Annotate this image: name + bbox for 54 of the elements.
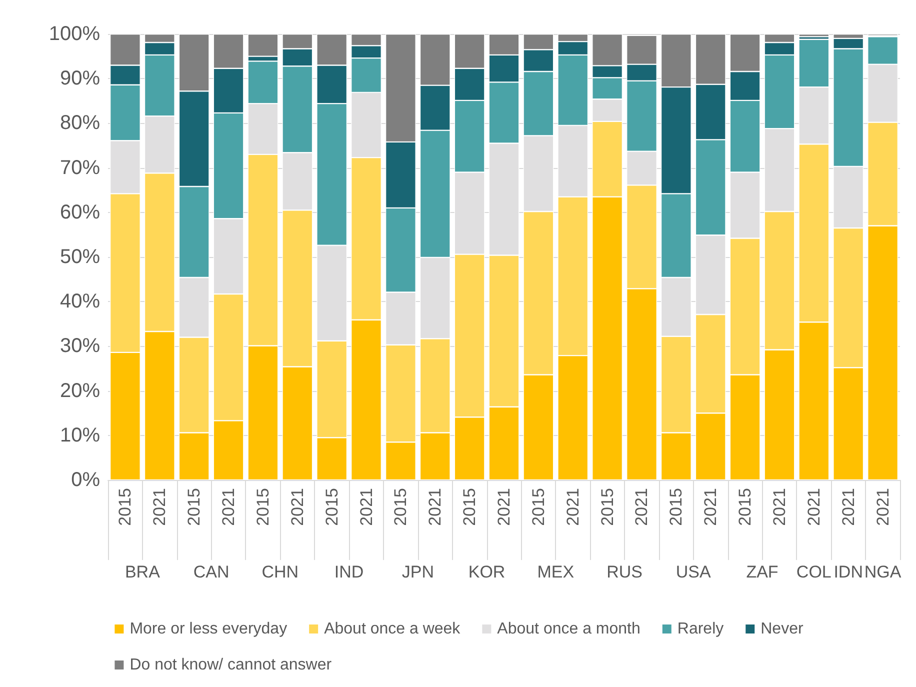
text: IND bbox=[334, 562, 364, 582]
legend-label: About once a month bbox=[497, 620, 640, 638]
legend-label: More or less everyday bbox=[130, 620, 288, 638]
y-tick-label: 40% bbox=[60, 290, 100, 313]
x-tick-label: 2015 bbox=[391, 488, 410, 526]
x-tick-label: 2015 bbox=[322, 488, 342, 526]
legend-label: Rarely bbox=[677, 620, 724, 638]
text: JPN bbox=[402, 562, 434, 582]
y-tick-label: 50% bbox=[60, 246, 100, 268]
text: ZAF bbox=[746, 562, 778, 582]
y-tick-label: 20% bbox=[60, 380, 100, 402]
x-tick-label: 2021 bbox=[632, 488, 652, 526]
legend-label: Never bbox=[760, 620, 804, 638]
y-tick-label: 80% bbox=[60, 112, 100, 134]
x-tick-label: 2021 bbox=[701, 488, 720, 526]
text: CHN bbox=[262, 562, 299, 582]
x-tick-label: 2021 bbox=[356, 488, 376, 526]
text: KOR bbox=[468, 562, 506, 582]
y-tick-label: 70% bbox=[60, 156, 100, 179]
x-tick-label: 2021 bbox=[873, 488, 892, 526]
y-tick-label: 100% bbox=[48, 23, 100, 45]
y-tick-label: 60% bbox=[60, 201, 100, 224]
x-tick-label: 2015 bbox=[253, 488, 272, 526]
x-tick-label: 2015 bbox=[184, 488, 204, 526]
x-tick-label: 2021 bbox=[288, 488, 307, 526]
y-tick-label: 30% bbox=[60, 335, 100, 358]
x-tick-label: 2021 bbox=[426, 488, 445, 526]
legend-label: Do not know/ cannot answer bbox=[130, 656, 332, 674]
x-tick-label: 2021 bbox=[804, 488, 824, 526]
x-tick-label: 2015 bbox=[528, 488, 548, 526]
x-tick-label: 2015 bbox=[460, 488, 480, 526]
x-tick-label: 2015 bbox=[598, 488, 617, 526]
x-tick-label: 2021 bbox=[494, 488, 514, 526]
y-tick-label: 90% bbox=[60, 68, 100, 90]
text: MEX bbox=[537, 562, 574, 582]
x-tick-label: 2021 bbox=[219, 488, 238, 526]
legend-label: About once a week bbox=[324, 620, 462, 638]
text: IDN bbox=[834, 562, 863, 582]
text: RUS bbox=[606, 562, 642, 582]
x-tick-label: 2021 bbox=[150, 488, 170, 526]
x-tick-label: 2015 bbox=[736, 488, 755, 526]
x-tick-label: 2015 bbox=[116, 488, 135, 526]
bar bbox=[798, 34, 830, 37]
text: NGA bbox=[864, 562, 902, 582]
text: CAN bbox=[193, 562, 230, 582]
text: USA bbox=[676, 562, 712, 582]
text: BRA bbox=[124, 562, 161, 582]
y-tick-label: 10% bbox=[60, 424, 100, 446]
x-tick-label: 2021 bbox=[838, 488, 858, 526]
x-tick-label: 2015 bbox=[666, 488, 686, 526]
y-tick-label: 0% bbox=[71, 469, 100, 491]
x-tick-label: 2021 bbox=[563, 488, 582, 526]
x-tick-label: 2021 bbox=[770, 488, 789, 526]
text: COL bbox=[796, 562, 832, 582]
